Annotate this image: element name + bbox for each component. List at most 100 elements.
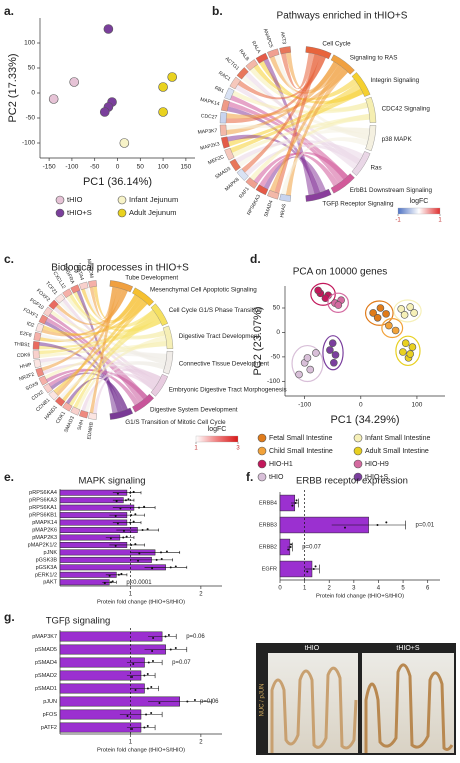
x-tick-label: 0: [359, 402, 363, 409]
replicate-dot: [151, 567, 154, 570]
point: [369, 309, 377, 317]
point: [406, 303, 414, 311]
pathway-arc: [109, 407, 133, 420]
gene-arc: [35, 322, 45, 333]
panel-letter: e.: [4, 470, 14, 484]
chord-ribbon: [69, 309, 156, 407]
chord-ribbon: [89, 286, 118, 414]
gene-label: MAPK8: [224, 177, 241, 193]
y-tick-label: pAKT: [43, 580, 57, 586]
gene-label: SOX9: [25, 381, 40, 393]
gene-arc: [245, 59, 258, 71]
gene-arc: [236, 67, 249, 80]
gene-arc: [267, 48, 280, 59]
legend-title: logFC: [410, 198, 429, 205]
replicate-dot: [145, 713, 148, 716]
chart-title: Pathways enriched in tHIO+S: [277, 11, 408, 22]
x-tick-label: 0: [116, 164, 120, 171]
gene-label: HRAS: [279, 203, 287, 218]
legend-swatch: [117, 208, 127, 218]
legend-colorbar: [195, 435, 239, 443]
panel-letter: c.: [4, 252, 14, 266]
replicate-dot: [120, 572, 123, 575]
gene-arc: [62, 288, 73, 298]
pathway-arc: [305, 46, 332, 60]
legend-label: Infant Jejunum: [129, 195, 178, 204]
replicate-dot: [143, 726, 146, 729]
point: [400, 311, 409, 319]
x-tick-label: 4: [377, 586, 381, 592]
legend-swatch: [353, 472, 363, 482]
gene-arc: [54, 396, 66, 407]
replicate-dot: [137, 559, 140, 562]
y-tick-label: pJUN: [43, 699, 57, 705]
legend-label: Adult Small Intestine: [365, 448, 429, 455]
y-tick-label: pSMAD5: [35, 647, 57, 653]
x-tick-label: 100: [412, 402, 423, 409]
point: [158, 82, 168, 92]
chord-ribbon: [55, 287, 123, 396]
point: [119, 138, 130, 148]
replicate-dot: [134, 689, 137, 692]
legend-label: Child Small Intestine: [269, 448, 333, 455]
replicate-dot: [124, 499, 127, 502]
legend-swatch: [55, 195, 65, 205]
replicate-dot: [287, 548, 290, 551]
panel-letter: a.: [4, 4, 14, 18]
chart-title: ERBB receptor expression: [296, 476, 408, 487]
chord-ribbon: [39, 356, 162, 382]
y-axis-label: PC2 (23.07%): [252, 306, 264, 375]
gene-arc: [88, 412, 97, 420]
chart-title: MAPK signaling: [78, 476, 145, 487]
point: [326, 346, 334, 354]
legend-label: Infant Small Intestine: [365, 435, 430, 442]
replicate-dot: [376, 524, 379, 526]
point: [158, 107, 168, 117]
y-tick-label: ERBB4: [259, 500, 277, 506]
replicate-dot: [138, 506, 141, 509]
replicate-dot: [160, 557, 163, 560]
replicate-dot: [146, 724, 149, 727]
point: [376, 304, 385, 312]
legend-swatch: [257, 433, 267, 443]
replicate-dot: [125, 535, 128, 538]
chord-ribbon: [259, 151, 349, 188]
chord-ribbon: [253, 64, 358, 101]
gene-label: SMAD4: [263, 199, 274, 217]
gene-label: FOXF1: [22, 307, 39, 320]
replicate-dot: [130, 728, 133, 731]
chord-ribbon: [62, 300, 148, 402]
replicate-dot: [111, 580, 114, 583]
chord-ribbon: [226, 124, 370, 135]
gene-label: AKT3: [279, 31, 287, 45]
replicate-dot: [114, 515, 117, 518]
gene-label: SHH: [77, 419, 86, 431]
pathway-label: Digestive Tract Development: [179, 333, 260, 340]
point: [401, 339, 410, 348]
chord-ribbon: [50, 310, 166, 340]
gene-arc: [32, 341, 40, 350]
replicate-dot: [150, 711, 153, 714]
x-tick-label: 50: [137, 164, 145, 171]
chord-ribbon: [230, 88, 364, 153]
legend-label: tHIO: [67, 195, 83, 204]
chart-title: Biological processes in tHIO+S: [51, 263, 189, 274]
y-tick-label: pMAP2K3: [32, 535, 57, 541]
pathway-arc: [162, 351, 174, 375]
chord-ribbon: [42, 362, 159, 387]
point: [399, 348, 407, 356]
gene-arc: [221, 136, 230, 149]
gene-arc: [279, 46, 292, 55]
gene-label: MAP3K7: [197, 128, 217, 136]
chord-ribbon: [241, 75, 370, 141]
point: [314, 286, 322, 295]
y-tick-label: pMAP2K1/2: [28, 542, 57, 548]
chord-ribbon: [249, 113, 370, 181]
chord-ribbon: [263, 156, 326, 193]
replicate-dot: [122, 529, 125, 532]
y-tick-label: ERBB3: [259, 522, 277, 528]
point: [331, 351, 340, 359]
legend-tick-label: 3: [236, 446, 240, 452]
y-tick-label: EGFR: [262, 566, 277, 572]
